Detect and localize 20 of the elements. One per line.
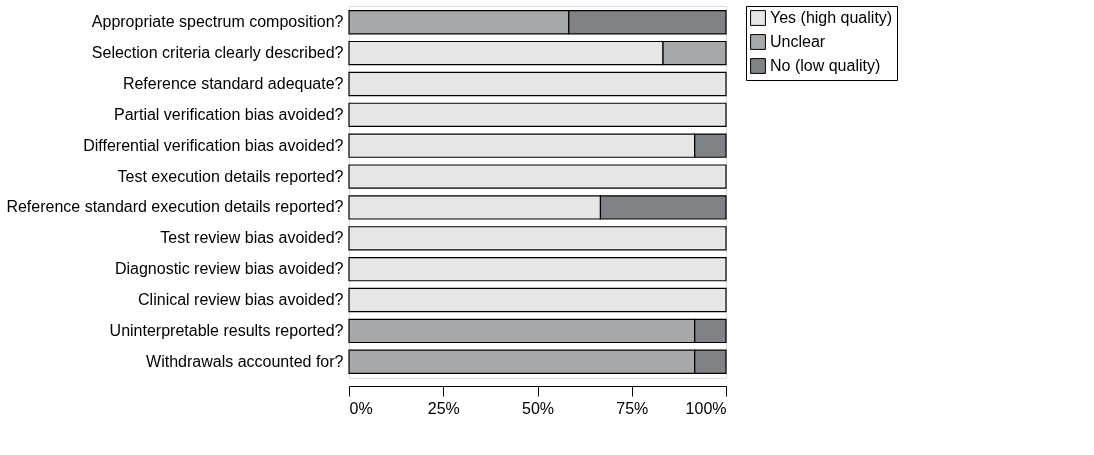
x-tick-label: 100% — [685, 399, 727, 417]
y-tick-label: Differential verification bias avoided? — [83, 136, 344, 154]
y-tick-label: Withdrawals accounted for? — [146, 352, 344, 370]
y-tick-label: Clinical review bias avoided? — [138, 291, 344, 309]
legend-label: No (low quality) — [770, 57, 881, 74]
y-tick-label: Uninterpretable results reported? — [109, 321, 344, 339]
y-tick-label: Appropriate spectrum composition? — [91, 13, 344, 31]
x-tick-label: 75% — [616, 399, 649, 417]
y-tick-label: Partial verification bias avoided? — [114, 105, 344, 123]
x-tick-label: 25% — [427, 399, 460, 417]
x-tick-label: 0% — [349, 399, 373, 417]
y-tick-label: Test execution details reported? — [117, 167, 344, 185]
x-tick-label: 50% — [521, 399, 555, 417]
y-tick-label: Reference standard adequate? — [122, 74, 344, 92]
y-tick-label: Test review bias avoided? — [160, 229, 344, 247]
legend-label: Yes (high quality) — [770, 9, 893, 26]
y-tick-label: Reference standard execution details reported? — [6, 198, 344, 216]
legend-label: Unclear — [770, 33, 826, 50]
y-tick-label: Diagnostic review bias avoided? — [114, 260, 344, 278]
y-tick-label: Selection criteria clearly described? — [91, 44, 344, 62]
